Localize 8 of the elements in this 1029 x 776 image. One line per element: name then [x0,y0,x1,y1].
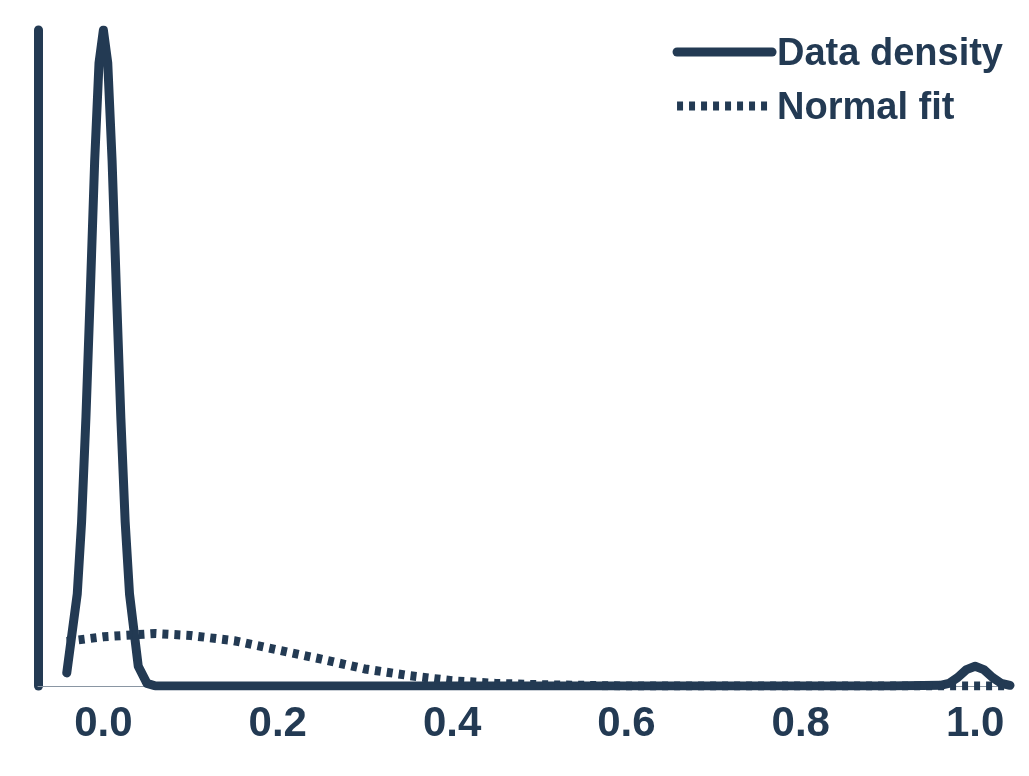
legend-label: Normal fit [777,85,955,127]
x-tick-label: 0.0 [74,697,133,745]
x-tick-label: 0.4 [422,697,482,745]
legend-label: Data density [777,31,1004,73]
x-tick-label: 1.0 [945,697,1005,745]
x-tick-label: 0.2 [248,697,307,745]
x-tick-label: 0.6 [597,697,656,745]
x-tick-label: 0.8 [771,697,830,745]
